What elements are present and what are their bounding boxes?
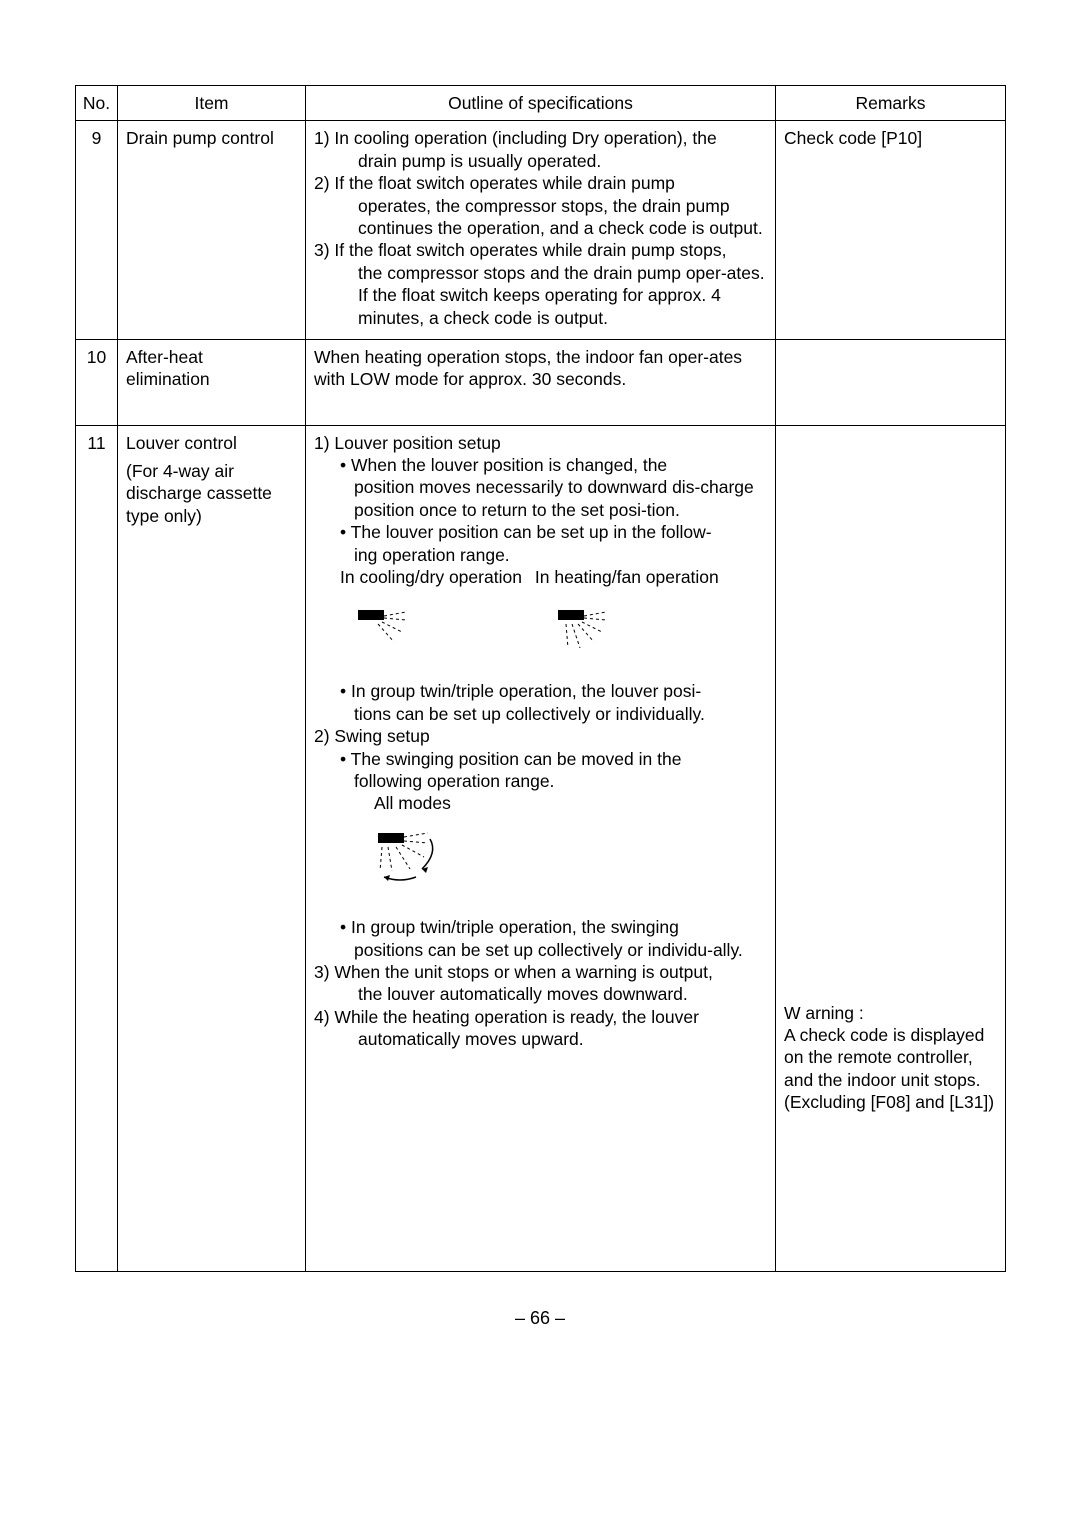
cell-no: 10 xyxy=(76,339,118,425)
page-number: – 66 – xyxy=(75,1308,1005,1329)
louver-heating-icon xyxy=(554,606,614,654)
col-item: Item xyxy=(118,86,306,121)
spec-line: 1) In cooling operation (including Dry o… xyxy=(314,127,767,149)
spec-line: • When the louver position is changed, t… xyxy=(314,454,767,476)
louver-cooling-icon xyxy=(354,606,414,654)
table-header-row: No. Item Outline of specifications Remar… xyxy=(76,86,1006,121)
cell-no: 11 xyxy=(76,425,118,1271)
cell-item: Louver control (For 4-way air discharge … xyxy=(118,425,306,1271)
warning-title: W arning : xyxy=(784,1002,997,1024)
cell-remarks: Check code [P10] xyxy=(776,121,1006,340)
col-remarks: Remarks xyxy=(776,86,1006,121)
table-row: 9 Drain pump control 1) In cooling opera… xyxy=(76,121,1006,340)
cell-remarks: W arning : A check code is displayed on … xyxy=(776,425,1006,1271)
spec-line: tions can be set up collectively or indi… xyxy=(314,703,767,725)
spec-line: positions can be set up collectively or … xyxy=(314,939,767,961)
spec-line: • The swinging position can be moved in … xyxy=(314,748,767,770)
spec-line: automatically moves upward. xyxy=(314,1028,767,1050)
item-line: elimination xyxy=(126,369,210,389)
spec-line: 2) If the float switch operates while dr… xyxy=(314,172,767,194)
spec-line: ing operation range. xyxy=(314,544,767,566)
spec-line: the louver automatically moves downward. xyxy=(314,983,767,1005)
spec-table: No. Item Outline of specifications Remar… xyxy=(75,85,1006,1272)
spec-line: 4) While the heating operation is ready,… xyxy=(314,1006,767,1028)
col-no: No. xyxy=(76,86,118,121)
spec-line: operates, the compressor stops, the drai… xyxy=(314,195,767,240)
page: No. Item Outline of specifications Remar… xyxy=(0,0,1080,1369)
louver-swing-icon-wrap xyxy=(314,829,767,890)
cell-spec: 1) In cooling operation (including Dry o… xyxy=(306,121,776,340)
warning-block: W arning : A check code is displayed on … xyxy=(784,1002,997,1114)
spec-line: • In group twin/triple operation, the lo… xyxy=(314,680,767,702)
item-line: Louver control xyxy=(126,432,297,454)
spec-line: 2) Swing setup xyxy=(314,725,767,747)
cell-item: Drain pump control xyxy=(118,121,306,340)
table-row: 10 After-heat elimination When heating o… xyxy=(76,339,1006,425)
spec-line: 3) When the unit stops or when a warning… xyxy=(314,961,767,983)
louver-icons-row xyxy=(314,606,767,654)
cell-spec: When heating operation stops, the indoor… xyxy=(306,339,776,425)
warning-body: A check code is displayed on the remote … xyxy=(784,1024,997,1114)
cell-spec: 1) Louver position setup • When the louv… xyxy=(306,425,776,1271)
cell-item: After-heat elimination xyxy=(118,339,306,425)
label-cooling: In cooling/dry operation xyxy=(340,566,530,588)
col-spec: Outline of specifications xyxy=(306,86,776,121)
spec-line: the compressor stops and the drain pump … xyxy=(314,262,767,329)
table-row: 11 Louver control (For 4-way air dischar… xyxy=(76,425,1006,1271)
spec-line: position moves necessarily to downward d… xyxy=(314,476,767,521)
cell-remarks xyxy=(776,339,1006,425)
mode-labels: In cooling/dry operation In heating/fan … xyxy=(314,566,767,588)
spec-line: 3) If the float switch operates while dr… xyxy=(314,239,767,261)
spec-line: • In group twin/triple operation, the sw… xyxy=(314,916,767,938)
item-line: After-heat xyxy=(126,347,203,367)
spec-line: • The louver position can be set up in t… xyxy=(314,521,767,543)
louver-swing-icon xyxy=(374,829,444,885)
cell-no: 9 xyxy=(76,121,118,340)
label-heating: In heating/fan operation xyxy=(535,566,719,588)
spec-line: drain pump is usually operated. xyxy=(314,150,767,172)
item-line: (For 4-way air discharge cassette type o… xyxy=(126,460,297,527)
label-allmodes: All modes xyxy=(314,792,767,814)
spec-line: following operation range. xyxy=(314,770,767,792)
spec-line: 1) Louver position setup xyxy=(314,432,767,454)
